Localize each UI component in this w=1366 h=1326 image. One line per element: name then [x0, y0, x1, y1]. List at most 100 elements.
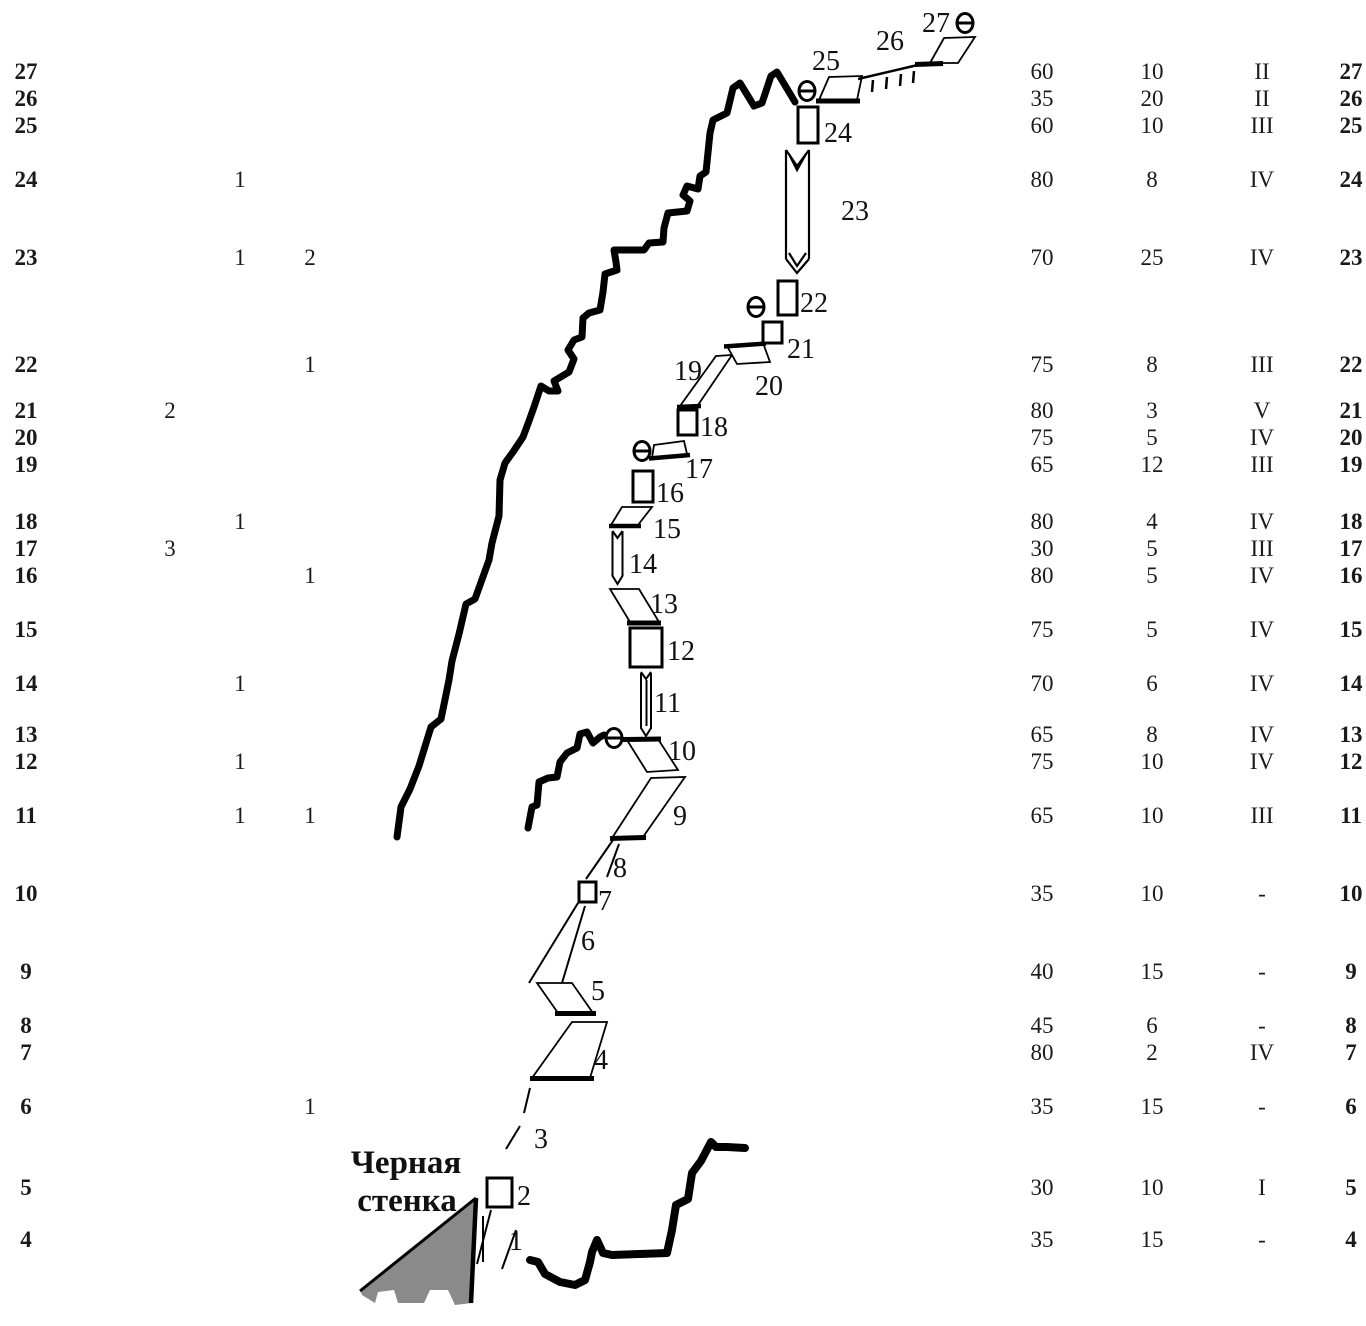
block-square-18 [676, 408, 699, 437]
pitch-number-right: 25 [1339, 113, 1363, 138]
grade-value: I [1258, 1175, 1266, 1200]
left-col-c-value: 2 [304, 245, 316, 270]
length-value: 75 [1030, 617, 1054, 642]
table-row: 5 30 10 I 5 [0, 1174, 1366, 1202]
pitch-mark-4: 4 [594, 1045, 608, 1076]
table-row: 24 1 80 8 IV 24 [0, 166, 1366, 194]
pitch-number-right: 7 [1345, 1040, 1357, 1065]
ledge-parallelogram-13 [608, 588, 661, 626]
pitch-number-left: 21 [14, 398, 38, 423]
left-col-c-value [290, 880, 330, 908]
belay-station-icon-17 [632, 440, 652, 462]
pitch-number-left: 16 [14, 563, 38, 588]
left-col-c-value [290, 1226, 330, 1254]
left-col-a-value [150, 562, 190, 590]
left-col-b-value: 1 [234, 749, 246, 774]
left-col-a-value [150, 351, 190, 379]
time-value: 5 [1146, 425, 1158, 450]
ledge-parallelogram-25 [816, 75, 864, 104]
left-col-b-value [220, 397, 260, 425]
pitch-number-left: 4 [20, 1227, 32, 1252]
pitch-mark-15: 15 [653, 514, 681, 545]
block-rect-24 [796, 105, 820, 145]
pitch-mark-13: 13 [650, 589, 678, 620]
left-col-b-value: 1 [234, 803, 246, 828]
pitch-number-right: 13 [1339, 722, 1363, 747]
grade-value: III [1250, 803, 1274, 828]
pitch-mark-17: 17 [685, 454, 713, 485]
left-col-b-value [220, 958, 260, 986]
table-row: 11 1 1 65 10 III 11 [0, 802, 1366, 830]
time-value: 15 [1140, 1094, 1164, 1119]
length-value: 35 [1030, 86, 1054, 111]
table-row: 25 60 10 III 25 [0, 112, 1366, 140]
left-col-a-value [150, 1174, 190, 1202]
pitch-number-left: 24 [14, 167, 38, 192]
table-row: 10 35 10 - 10 [0, 880, 1366, 908]
length-value: 70 [1030, 245, 1054, 270]
grade-value: IV [1249, 167, 1275, 192]
left-col-a-value [150, 451, 190, 479]
grade-value: - [1258, 881, 1266, 906]
chimney-arrow-14 [611, 530, 624, 586]
pitch-mark-25: 25 [812, 46, 840, 77]
table-row: 16 1 80 5 IV 16 [0, 562, 1366, 590]
table-row: 27 60 10 II 27 [0, 58, 1366, 86]
black-wall-face [359, 1196, 479, 1305]
left-col-b-value [220, 58, 260, 86]
pitch-mark-8: 8 [613, 853, 627, 884]
pitch-number-right: 20 [1339, 425, 1363, 450]
length-value: 70 [1030, 671, 1054, 696]
pitch-number-right: 17 [1339, 536, 1363, 561]
left-col-a-value [150, 112, 190, 140]
left-col-b-value [220, 562, 260, 590]
table-row: 22 1 75 8 III 22 [0, 351, 1366, 379]
left-col-c-value [290, 58, 330, 86]
left-col-a-value [150, 1226, 190, 1254]
pitch-number-right: 14 [1339, 671, 1363, 696]
pitch-mark-16: 16 [656, 478, 684, 509]
wall-label-line1: Черная [351, 1145, 462, 1181]
left-col-a-value [150, 1039, 190, 1067]
belay-station-icon-25 [797, 80, 817, 102]
cliff-edge-main [393, 68, 799, 841]
time-value: 5 [1146, 536, 1158, 561]
left-col-b-value: 1 [234, 245, 246, 270]
pitch-number-left: 11 [15, 803, 37, 828]
pitch-number-left: 14 [14, 671, 38, 696]
time-value: 25 [1140, 245, 1164, 270]
time-value: 4 [1146, 509, 1158, 534]
time-value: 8 [1146, 352, 1158, 377]
grade-value: - [1258, 1013, 1266, 1038]
ledge-parallelogram-4 [530, 1021, 609, 1081]
chimney-arrow-23 [784, 149, 811, 275]
left-col-c-value [290, 451, 330, 479]
pitch-mark-22: 22 [800, 288, 828, 319]
left-col-b-value [220, 424, 260, 452]
cliff-edge-lower [526, 1138, 749, 1289]
table-row: 23 1 2 70 25 IV 23 [0, 244, 1366, 272]
pitch-number-left: 17 [14, 536, 38, 561]
pitch-number-left: 5 [20, 1175, 32, 1200]
grade-value: IV [1249, 425, 1275, 450]
left-col-c-value [290, 1039, 330, 1067]
length-value: 75 [1030, 352, 1054, 377]
table-row: 13 65 8 IV 13 [0, 721, 1366, 749]
left-col-a-value: 2 [164, 398, 176, 423]
length-value: 75 [1030, 749, 1054, 774]
time-value: 10 [1140, 881, 1164, 906]
ledge-parallelogram-15 [609, 506, 654, 529]
table-row: 4 35 15 - 4 [0, 1226, 1366, 1254]
pitch-number-right: 27 [1339, 59, 1363, 84]
pitch-number-left: 27 [14, 59, 38, 84]
table-row: 15 75 5 IV 15 [0, 616, 1366, 644]
time-value: 10 [1140, 1175, 1164, 1200]
pitch-number-left: 15 [14, 617, 38, 642]
pitch-number-right: 15 [1339, 617, 1363, 642]
pitch-number-left: 7 [20, 1040, 32, 1065]
pitch-number-right: 26 [1339, 86, 1363, 111]
length-value: 35 [1030, 881, 1054, 906]
belay-station-icon-10 [604, 727, 624, 749]
pitch-number-right: 11 [1340, 803, 1362, 828]
